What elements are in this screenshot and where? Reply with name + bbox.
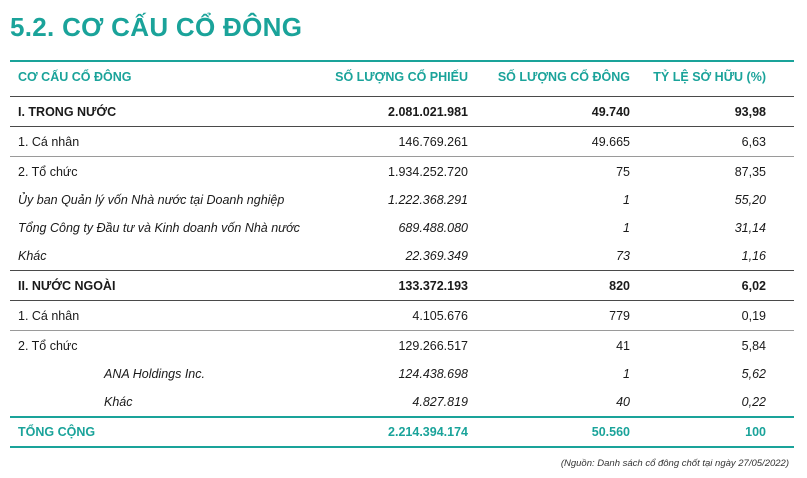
row-label: ANA Holdings Inc. xyxy=(104,367,205,381)
column-header-holders: SỐ LƯỢNG CỔ ĐÔNG xyxy=(497,70,630,84)
row-shares: 1.222.368.291 xyxy=(388,193,468,207)
total-ratio: 100 xyxy=(745,425,766,439)
row-label: Tổng Công ty Đầu tư và Kinh doanh vốn Nh… xyxy=(18,221,300,235)
row-shares: 2.081.021.981 xyxy=(388,105,468,119)
row-shares: 4.827.819 xyxy=(412,395,468,409)
row-ratio: 6,02 xyxy=(741,279,766,293)
row-holders: 49.740 xyxy=(591,105,630,119)
table-row-domestic-other: Khác 22.369.349 73 1,16 xyxy=(10,242,794,270)
row-ratio: 6,63 xyxy=(741,135,766,149)
row-label: II. NƯỚC NGOÀI xyxy=(18,279,116,293)
row-label: Khác xyxy=(18,249,47,263)
row-label: I. TRONG NƯỚC xyxy=(18,105,117,119)
row-holders: 820 xyxy=(609,279,630,293)
row-separator xyxy=(10,330,794,331)
table-header-row: CƠ CẤU CỔ ĐÔNG SỐ LƯỢNG CỔ PHIẾU SỐ LƯỢN… xyxy=(10,63,794,91)
table-row-scic-values: 1.222.368.291 1 55,20 xyxy=(10,186,794,214)
row-shares: 124.438.698 xyxy=(398,367,468,381)
table-row-ana-holdings: ANA Holdings Inc. 124.438.698 1 5,62 xyxy=(10,360,794,388)
table-row-domestic-individual: 1. Cá nhân 146.769.261 49.665 6,63 xyxy=(10,128,794,156)
table-row-foreign-other: Khác 4.827.819 40 0,22 xyxy=(10,388,794,416)
row-shares: 146.769.261 xyxy=(398,135,468,149)
row-shares: 689.488.080 xyxy=(398,221,468,235)
row-holders: 1 xyxy=(623,221,630,235)
row-holders: 1 xyxy=(623,193,630,207)
row-label: 2. Tổ chức xyxy=(18,165,78,179)
table-row-scic: Ủy ban Quản lý vốn Nhà nước tại Doanh ng… xyxy=(0,186,744,214)
row-ratio: 93,98 xyxy=(734,105,766,119)
table-row-total: TỔNG CỘNG 2.214.394.174 50.560 100 xyxy=(10,418,794,446)
column-header-shares: SỐ LƯỢNG CỔ PHIẾU xyxy=(335,70,468,84)
row-label: 1. Cá nhân xyxy=(18,309,80,323)
column-header-ratio: TỶ LỆ SỞ HỮU (%) xyxy=(653,70,766,84)
row-ratio: 5,62 xyxy=(741,367,766,381)
row-ratio: 5,84 xyxy=(741,339,766,353)
row-ratio: 1,16 xyxy=(741,249,766,263)
row-separator xyxy=(10,126,794,127)
row-shares: 129.266.517 xyxy=(398,339,468,353)
total-shares: 2.214.394.174 xyxy=(388,425,468,439)
row-shares: 133.372.193 xyxy=(398,279,468,293)
row-holders: 41 xyxy=(616,339,630,353)
table-top-rule xyxy=(10,60,794,62)
table-row-domestic: I. TRONG NƯỚC 2.081.021.981 49.740 93,98 xyxy=(10,98,794,126)
row-label: Ủy ban Quản lý vốn Nhà nước tại Doanh ng… xyxy=(18,193,285,207)
row-ratio: 87,35 xyxy=(734,165,766,179)
row-holders: 40 xyxy=(616,395,630,409)
row-holders: 75 xyxy=(616,165,630,179)
table-row-foreign-organization: 2. Tổ chức 129.266.517 41 5,84 xyxy=(10,332,794,360)
total-holders: 50.560 xyxy=(591,425,630,439)
row-shares: 1.934.252.720 xyxy=(388,165,468,179)
table-row-foreign-individual: 1. Cá nhân 4.105.676 779 0,19 xyxy=(10,302,794,330)
table-row-domestic-organization: 2. Tổ chức 1.934.252.720 75 87,35 xyxy=(10,158,794,186)
table-row-sic: Tổng Công ty Đầu tư và Kinh doanh vốn Nh… xyxy=(10,214,794,242)
row-separator xyxy=(10,300,794,301)
row-label: Khác xyxy=(104,395,133,409)
row-ratio: 0,19 xyxy=(741,309,766,323)
total-bottom-rule xyxy=(10,446,794,448)
row-ratio: 31,14 xyxy=(734,221,766,235)
row-label: 2. Tổ chức xyxy=(18,339,78,353)
row-shares: 22.369.349 xyxy=(405,249,468,263)
column-header-structure: CƠ CẤU CỔ ĐÔNG xyxy=(18,70,132,84)
header-separator xyxy=(10,96,794,97)
row-ratio: 0,22 xyxy=(741,395,766,409)
row-separator xyxy=(10,270,794,271)
page-title: 5.2. CƠ CẤU CỔ ĐÔNG xyxy=(10,12,303,42)
source-note: (Nguồn: Danh sách cổ đông chốt tại ngày … xyxy=(560,458,789,469)
row-shares: 4.105.676 xyxy=(412,309,468,323)
table-row-foreign: II. NƯỚC NGOÀI 133.372.193 820 6,02 xyxy=(10,272,794,300)
total-label: TỔNG CỘNG xyxy=(18,425,96,439)
row-separator xyxy=(10,156,794,157)
row-holders: 779 xyxy=(609,309,630,323)
row-ratio: 55,20 xyxy=(734,193,766,207)
row-label: 1. Cá nhân xyxy=(18,135,80,149)
row-holders: 73 xyxy=(616,249,630,263)
total-top-rule xyxy=(10,416,794,418)
row-holders: 49.665 xyxy=(591,135,630,149)
row-holders: 1 xyxy=(623,367,630,381)
